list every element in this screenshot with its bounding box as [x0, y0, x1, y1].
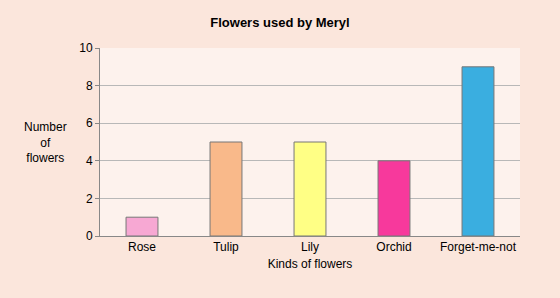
svg-text:2: 2: [86, 192, 93, 206]
svg-text:Flowers used by Meryl: Flowers used by Meryl: [210, 15, 349, 30]
svg-text:Lily: Lily: [301, 240, 319, 254]
svg-text:10: 10: [79, 41, 93, 55]
svg-text:4: 4: [86, 154, 93, 168]
svg-text:Numberofflowers: Numberofflowers: [24, 120, 67, 165]
svg-text:0: 0: [86, 229, 93, 243]
svg-text:Tulip: Tulip: [213, 240, 239, 254]
svg-text:6: 6: [86, 116, 93, 130]
svg-text:Kinds of flowers: Kinds of flowers: [268, 257, 353, 271]
svg-text:Rose: Rose: [128, 240, 156, 254]
svg-text:8: 8: [86, 79, 93, 93]
svg-text:Forget-me-not: Forget-me-not: [440, 240, 517, 254]
svg-text:Orchid: Orchid: [376, 240, 411, 254]
